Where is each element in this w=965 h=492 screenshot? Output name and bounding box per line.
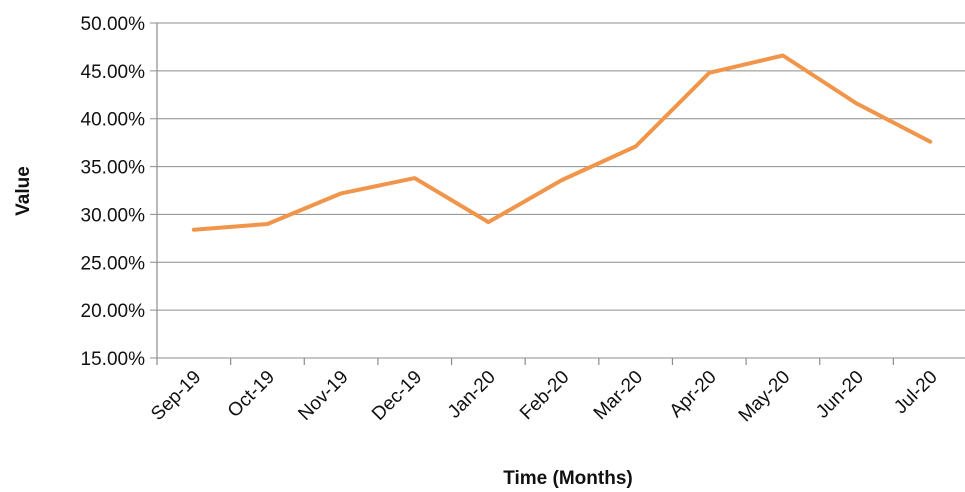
y-tick-label: 35.00% [81,158,146,179]
y-tick-label: 40.00% [81,110,146,131]
axes [156,23,894,365]
y-tick-label: 30.00% [81,205,146,226]
x-tick-label: Sep-19 [147,367,205,425]
x-tick-label: Dec-19 [368,367,426,425]
x-tick-label: Oct-19 [224,367,279,422]
x-tick-label: Feb-20 [516,367,573,424]
gridlines [150,22,965,359]
y-tick-label: 15.00% [81,349,146,370]
x-tick-label: Mar-20 [590,367,647,424]
x-tick-label: Jul-20 [890,367,941,418]
x-tick-label: Jan-20 [444,367,500,423]
x-tick-label: Apr-20 [666,367,721,422]
y-tick-label: 25.00% [81,253,146,274]
y-tick-label: 20.00% [81,301,146,322]
y-tick-label: 45.00% [81,62,146,83]
series-line [191,53,933,232]
y-tick-labels: 15.00% 20.00% 25.00% 30.00% 35.00% 40.00% 45.0… [81,14,146,370]
y-axis-title: Value [13,166,34,216]
x-tick-label: Nov-19 [294,367,352,425]
series [191,53,933,232]
x-axis-title: Time (Months) [503,468,632,489]
x-tick-label: May-20 [735,367,795,427]
y-tick-label: 50.00% [81,14,146,35]
x-tick-label: Jun-20 [812,367,868,423]
x-tick-labels: Sep-19 Oct-19 Nov-19 Dec-19 Jan-20 Feb-20 Mar-… [147,367,942,427]
